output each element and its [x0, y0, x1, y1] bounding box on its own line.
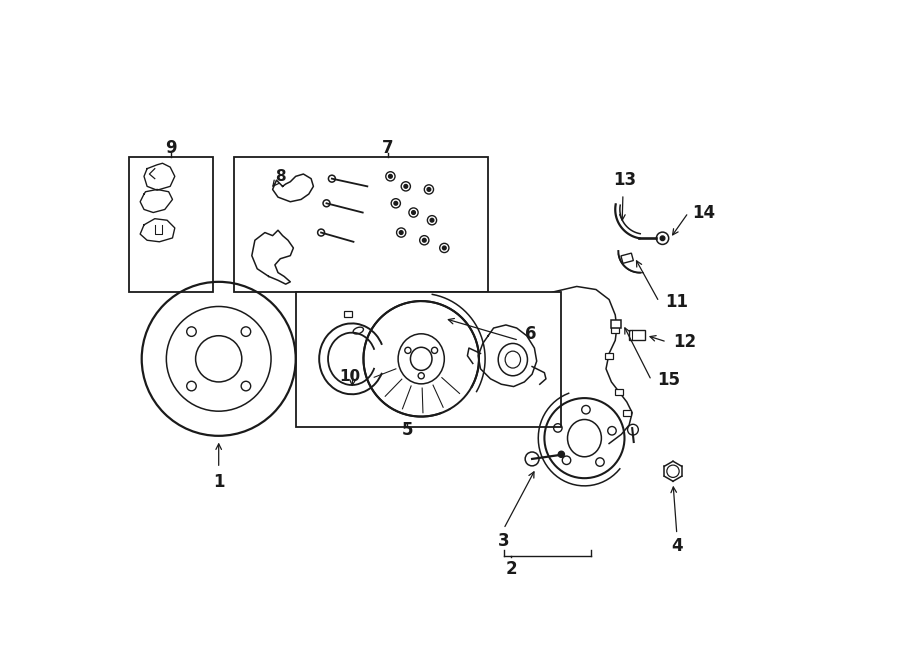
Bar [344, 311, 352, 317]
Text: 6: 6 [525, 325, 536, 343]
Text: 10: 10 [339, 369, 360, 384]
Circle shape [389, 175, 392, 178]
Text: 1: 1 [213, 473, 224, 491]
Bar [234, 157, 488, 292]
Bar [621, 253, 634, 263]
Circle shape [422, 239, 426, 242]
Bar [611, 319, 621, 328]
Text: 3: 3 [498, 531, 509, 549]
Circle shape [428, 188, 431, 191]
Text: 14: 14 [692, 204, 716, 221]
Text: 13: 13 [613, 171, 636, 189]
Text: 2: 2 [506, 560, 518, 578]
Circle shape [411, 211, 416, 214]
Bar [616, 389, 623, 395]
Text: 9: 9 [165, 139, 176, 157]
Circle shape [394, 202, 398, 205]
Bar [623, 410, 631, 416]
Bar [629, 330, 644, 340]
Text: 7: 7 [382, 139, 394, 157]
Circle shape [430, 218, 434, 222]
Circle shape [661, 236, 665, 241]
Circle shape [443, 246, 446, 250]
Text: 5: 5 [401, 422, 413, 440]
Text: 12: 12 [673, 333, 696, 351]
Circle shape [558, 451, 564, 457]
Text: 8: 8 [275, 169, 285, 184]
Bar [611, 327, 619, 333]
Bar [605, 353, 613, 359]
Bar [296, 292, 562, 426]
Text: 11: 11 [665, 293, 688, 311]
Text: 4: 4 [671, 537, 683, 555]
Circle shape [404, 184, 408, 188]
Bar [129, 157, 213, 292]
Text: 15: 15 [658, 371, 680, 389]
Circle shape [400, 231, 403, 235]
